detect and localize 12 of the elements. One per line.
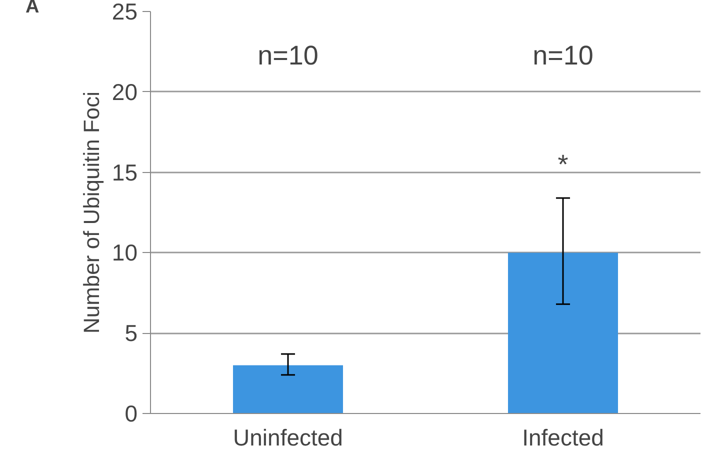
- annotation: n=10: [532, 40, 594, 71]
- y-tick-label: 25: [112, 0, 138, 24]
- y-tick-label: 0: [124, 400, 138, 426]
- annotation: n=10: [258, 40, 318, 71]
- annotation: *: [558, 149, 569, 180]
- y-tick-label: 10: [112, 240, 138, 266]
- y-tick-label: 15: [112, 159, 138, 186]
- x-tick-label: Infected: [522, 424, 604, 450]
- y-axis-title: Number of Ubiquitin Foci: [78, 91, 104, 334]
- y-tick-label: 5: [124, 320, 138, 346]
- x-tick-label: Uninfected: [233, 424, 343, 450]
- y-tick-label: 20: [112, 78, 138, 105]
